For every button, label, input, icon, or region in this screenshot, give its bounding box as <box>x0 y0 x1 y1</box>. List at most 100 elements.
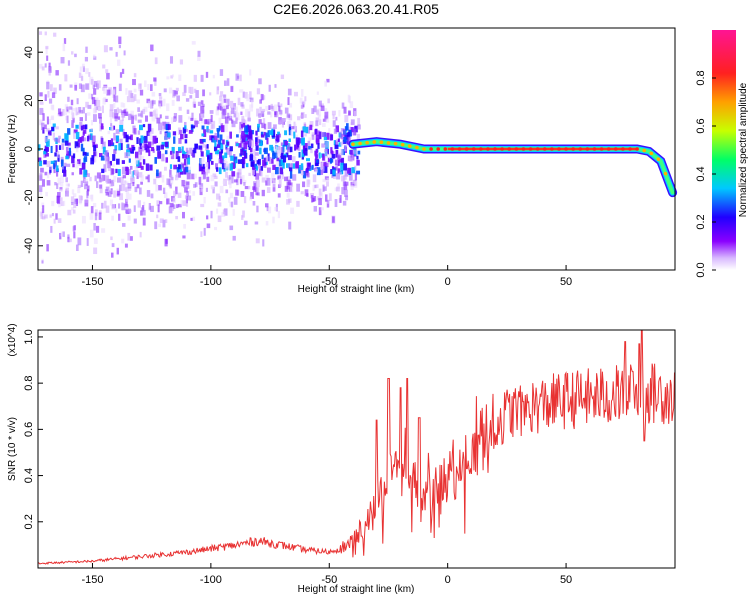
spectrogram-cell <box>154 157 158 164</box>
spectrogram-cell <box>117 203 121 209</box>
spectrogram-cell <box>250 100 254 108</box>
spectrogram-cell <box>164 239 168 247</box>
spectrogram-cell <box>86 135 90 142</box>
spectrogram-cell <box>93 56 97 60</box>
spectrogram-cell <box>93 247 98 255</box>
spectrogram-cell <box>207 156 210 160</box>
spectrogram-cell <box>347 136 352 145</box>
spectrogram-cell <box>324 108 328 113</box>
spectrogram-cell <box>247 117 251 122</box>
spectrogram-cell <box>212 138 215 143</box>
spectrogram-cell <box>206 128 211 134</box>
spectrogram-cell <box>219 91 224 97</box>
spectrogram-cell <box>176 172 180 180</box>
spectrogram-cell <box>210 210 213 219</box>
spectrogram-cell <box>109 183 113 187</box>
spectrogram-cell <box>81 162 86 170</box>
spectrogram-cell <box>183 152 188 156</box>
spectrogram-cell <box>178 172 181 178</box>
ridge-point <box>635 147 639 151</box>
spectrogram-cell <box>93 145 97 152</box>
spectrogram-cell <box>138 187 142 195</box>
spectrogram-cell <box>184 187 188 193</box>
spectrogram-cell <box>127 143 130 150</box>
spectrogram-cell <box>71 155 75 164</box>
spectrogram-cell <box>349 101 354 108</box>
spectrogram-cell <box>111 243 115 248</box>
spectrogram-cell <box>173 164 178 170</box>
spectrogram-cell <box>139 152 142 160</box>
spectrogram-cell <box>93 151 97 157</box>
spectrogram-cell <box>289 185 294 193</box>
spectrogram-cell <box>225 189 229 194</box>
spectrogram-cell <box>133 73 137 78</box>
spectrogram-cell <box>261 122 265 129</box>
spectrogram-cell <box>38 144 41 151</box>
snr-y-label: SNR (10 * v/v) <box>7 417 18 481</box>
spectrogram-cell <box>121 68 125 74</box>
spectrogram-cell <box>210 114 213 122</box>
ridge-point <box>429 147 433 151</box>
spectrogram-cell <box>228 115 233 121</box>
snr-y-ticks: 0.2 0.4 0.6 0.8 1.0 <box>23 329 43 529</box>
ridge-point <box>386 141 391 145</box>
spectrogram-cell <box>240 102 244 107</box>
spectrogram-cell <box>317 108 321 117</box>
spectrogram-cell <box>207 161 211 170</box>
spectrogram-cell <box>39 101 44 105</box>
spectrogram-cell <box>288 198 292 203</box>
spectrogram-cell <box>125 186 130 194</box>
ridge-point <box>571 147 575 151</box>
spectrogram-cell <box>151 91 156 97</box>
spectrogram-cell <box>125 208 129 214</box>
spectrogram-cell <box>164 166 167 171</box>
spectrogram-cell <box>193 88 197 93</box>
spectrogram-cell <box>222 108 227 116</box>
spectrogram-cell <box>325 118 330 123</box>
spectrogram-cell <box>179 59 184 65</box>
spectrogram-cell <box>115 95 119 103</box>
spectrogram-cell <box>221 212 226 217</box>
spectrogram-cell <box>45 128 50 132</box>
spectrogram-cell <box>94 97 99 101</box>
spectrogram-cell <box>69 84 73 88</box>
spectrogram-cell <box>54 182 57 186</box>
spectrogram-cell <box>73 129 78 134</box>
spectrogram-cell <box>173 136 176 144</box>
spectrogram-cell <box>284 140 288 146</box>
spectrogram-cell <box>110 125 114 132</box>
spectrogram-cell <box>326 199 329 204</box>
spectrogram-cell <box>326 177 330 182</box>
spectrogram-cell <box>82 147 85 156</box>
spectrogram-cell <box>142 209 146 216</box>
spectrogram-cell <box>320 131 325 138</box>
snr-panel: -150 -100 -50 0 50 0.2 0.4 0.6 0.8 1.0 Height of… <box>7 323 676 595</box>
snr-plot-area <box>38 330 675 568</box>
spectrogram-cell <box>119 119 124 125</box>
spectrogram-cell <box>134 114 138 121</box>
spectrogram-cell <box>113 176 117 183</box>
spectrogram-cell <box>217 215 222 223</box>
spectrogram-cell <box>256 186 260 193</box>
spectrogram-cell <box>271 129 276 138</box>
spectrogram-cell <box>200 186 204 192</box>
spectrogram-cell <box>271 172 275 181</box>
spectrogram-cell <box>71 202 74 206</box>
spectrogram-cell <box>77 237 82 246</box>
spectrogram-cell <box>338 142 342 147</box>
spectrogram-cell <box>244 119 247 128</box>
spectrogram-cell <box>130 114 134 119</box>
ridge-point <box>656 157 661 161</box>
y-tick-label: 20 <box>23 94 35 106</box>
spectrogram-cell <box>239 74 242 82</box>
spectrogram-cell <box>63 38 67 44</box>
spectrogram-cell <box>109 104 114 112</box>
spectrogram-cell <box>257 123 260 128</box>
spectrogram-cell <box>213 146 218 152</box>
spectrogram-cell <box>354 165 357 170</box>
spectrogram-cell <box>232 235 236 241</box>
spectrogram-cell <box>48 66 52 73</box>
spectrogram-cell <box>322 153 325 161</box>
spectrogram-cell <box>162 219 166 228</box>
spectrogram-cell <box>323 136 328 141</box>
